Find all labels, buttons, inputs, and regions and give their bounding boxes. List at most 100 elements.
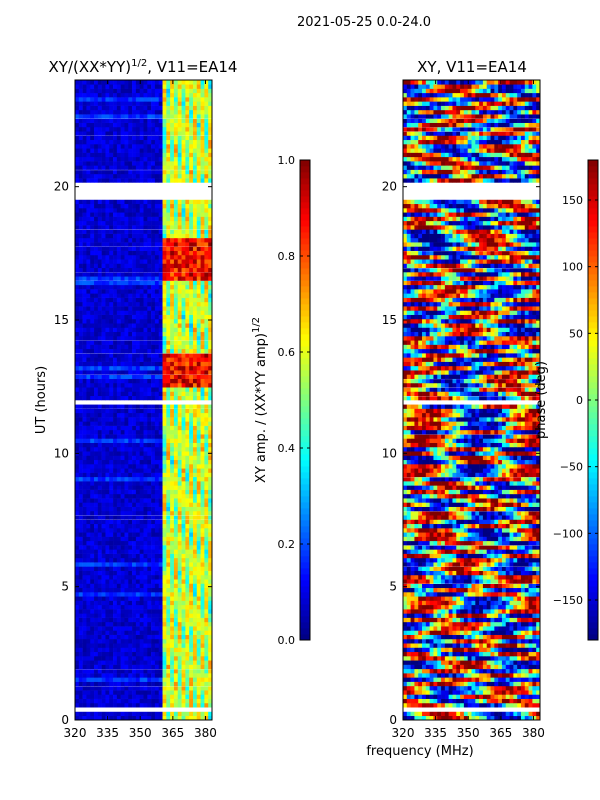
- heatmap-cell: [181, 340, 186, 345]
- heatmap-cell: [192, 306, 198, 311]
- heatmap-cell: [162, 502, 167, 507]
- heatmap-cell: [132, 489, 137, 495]
- heatmap-cell: [86, 353, 91, 358]
- heatmap-cell: [162, 596, 167, 601]
- heatmap-cell: [113, 557, 118, 563]
- heatmap-cell: [185, 438, 190, 443]
- heatmap-cell: [135, 421, 140, 426]
- heatmap-cell: [170, 259, 175, 264]
- heatmap-cell: [82, 144, 87, 149]
- heatmap-cell: [116, 348, 121, 354]
- heatmap-cell: [189, 523, 194, 529]
- heatmap-cell: [82, 502, 87, 507]
- heatmap-cell: [116, 540, 121, 546]
- heatmap-cell: [208, 109, 213, 115]
- heatmap-cell: [166, 532, 171, 537]
- heatmap-cell: [86, 519, 91, 525]
- heatmap-cell: [139, 148, 144, 153]
- heatmap-cell: [151, 353, 156, 358]
- heatmap-cell: [120, 365, 125, 371]
- heatmap-cell: [105, 481, 110, 486]
- heatmap-cell: [78, 493, 83, 499]
- heatmap-cell: [147, 434, 152, 439]
- heatmap-cell: [78, 446, 83, 452]
- heatmap-cell: [139, 118, 144, 123]
- heatmap-cell: [173, 528, 179, 533]
- heatmap-cell: [154, 579, 160, 584]
- heatmap-cell: [124, 144, 129, 149]
- heatmap-cell: [139, 289, 144, 294]
- heatmap-cell: [177, 344, 182, 350]
- heatmap-cell: [189, 545, 194, 550]
- heatmap-cell: [208, 310, 213, 315]
- heatmap-cell: [97, 114, 102, 119]
- heatmap-cell: [124, 220, 129, 226]
- heatmap-cell: [185, 156, 190, 162]
- heatmap-cell: [90, 434, 95, 439]
- heatmap-cell: [200, 459, 205, 465]
- heatmap-cell: [208, 592, 213, 597]
- heatmap-cell: [82, 212, 87, 217]
- heatmap-cell: [154, 246, 160, 251]
- heatmap-cell: [78, 502, 83, 507]
- heatmap-cell: [109, 404, 114, 409]
- heatmap-cell: [196, 604, 201, 610]
- heatmap-cell: [162, 651, 167, 657]
- heatmap-cell: [132, 634, 137, 640]
- heatmap-cell: [135, 715, 140, 721]
- heatmap-cell: [208, 698, 213, 704]
- heatmap-cell: [162, 331, 167, 337]
- heatmap-cell: [94, 131, 99, 136]
- heatmap-cell: [189, 314, 194, 320]
- heatmap-cell: [132, 617, 137, 623]
- heatmap-cell: [116, 242, 121, 247]
- heatmap-cell: [162, 592, 167, 597]
- heatmap-cell: [196, 660, 201, 665]
- heatmap-cell: [139, 276, 144, 281]
- heatmap-cell: [196, 109, 201, 115]
- heatmap-cell: [109, 519, 114, 525]
- heatmap-cell: [124, 169, 129, 175]
- heatmap-cell: [113, 579, 118, 584]
- heatmap-cell: [139, 208, 144, 213]
- heatmap-cell: [97, 263, 102, 269]
- heatmap-cell: [90, 668, 95, 674]
- heatmap-cell: [120, 702, 125, 708]
- heatmap-cell: [151, 464, 156, 469]
- heatmap-cell: [196, 105, 201, 111]
- heatmap-cell: [75, 638, 80, 644]
- heatmap-cell: [200, 152, 205, 158]
- heatmap-cell: [173, 259, 179, 264]
- heatmap-cell: [166, 434, 171, 439]
- heatmap-cell: [116, 643, 121, 648]
- heatmap-cell: [75, 357, 80, 362]
- heatmap-cell: [154, 476, 160, 482]
- heatmap-cell: [170, 126, 175, 132]
- heatmap-cell: [135, 446, 140, 452]
- heatmap-cell: [143, 715, 148, 721]
- heatmap-cell: [109, 570, 114, 576]
- heatmap-cell: [139, 169, 144, 175]
- heatmap-cell: [154, 139, 160, 145]
- heatmap-cell: [105, 229, 110, 234]
- heatmap-cell: [208, 553, 213, 559]
- heatmap-cell: [78, 464, 83, 469]
- heatmap-cell: [185, 660, 190, 665]
- heatmap-cell: [78, 361, 83, 367]
- heatmap-cell: [139, 353, 144, 358]
- heatmap-cell: [181, 323, 186, 328]
- heatmap-cell: [170, 596, 175, 601]
- heatmap-cell: [185, 562, 190, 567]
- heatmap-cell: [124, 348, 129, 354]
- heatmap-cell: [78, 272, 83, 277]
- heatmap-cell: [173, 156, 179, 162]
- heatmap-cell: [90, 272, 95, 277]
- heatmap-cell: [113, 604, 118, 610]
- heatmap-cell: [162, 336, 167, 341]
- heatmap-cell: [143, 318, 148, 324]
- heatmap-cell: [192, 353, 198, 358]
- heatmap-cell: [120, 502, 125, 507]
- heatmap-cell: [147, 387, 152, 392]
- heatmap-cell: [82, 109, 87, 115]
- heatmap-cell: [192, 318, 198, 324]
